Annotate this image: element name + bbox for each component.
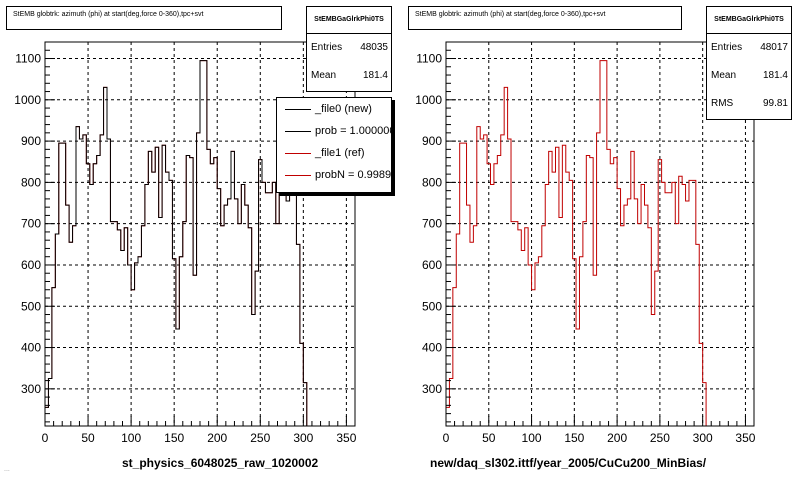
left-series-ref	[44, 60, 308, 426]
right-x-tick-label: 350	[735, 431, 755, 445]
right-y-tick-label: 900	[422, 134, 442, 148]
legend-line	[285, 153, 311, 154]
left-x-tick-label: 100	[121, 431, 141, 445]
right-y-tick-label: 300	[422, 382, 442, 396]
left-hist-title: StEMB globtrk: azimuth (phi) at start(de…	[13, 11, 204, 18]
left-x-title: st_physics_6048025_raw_1020002	[122, 456, 319, 470]
right-y-tick-label: 500	[422, 299, 442, 313]
legend-line	[285, 175, 311, 176]
left-y-tick-label: 500	[21, 299, 41, 313]
left-title-box: StEMB globtrk: azimuth (phi) at start(de…	[6, 6, 282, 30]
right-stats-name: StEMBGaGlrkPhi0TS	[707, 7, 791, 34]
right-x-tick-label: 250	[650, 431, 670, 445]
legend-entry-probn: probN = 0.998912	[277, 164, 391, 186]
legend-line	[285, 109, 311, 110]
footnote: ...	[4, 466, 10, 473]
legend-entry-file0: _file0 (new)	[277, 98, 391, 120]
left-y-tick-label: 700	[21, 217, 41, 231]
left-stats-name: StEMBGaGlrkPhi0TS	[307, 7, 391, 34]
left-y-tick-label: 1000	[14, 93, 41, 107]
right-y-tick-label: 600	[422, 258, 442, 272]
left-x-tick-label: 0	[42, 431, 49, 445]
left-x-tick-label: 250	[250, 431, 270, 445]
legend-entry-file1: _file1 (ref)	[277, 142, 391, 164]
left-y-tick-label: 800	[21, 175, 41, 189]
left-stats-box: StEMBGaGlrkPhi0TS Entries 48035 Mean 181…	[306, 6, 392, 92]
legend-line	[285, 131, 311, 132]
right-x-title: new/daq_sl302.ittf/year_2005/CuCu200_Min…	[430, 456, 707, 470]
right-stats-box: StEMBGaGlrkPhi0TS Entries 48017 Mean 181…	[706, 6, 792, 120]
left-x-tick-label: 350	[336, 431, 356, 445]
left-x-tick-label: 300	[293, 431, 313, 445]
right-stats-entries: Entries 48017	[711, 42, 788, 53]
right-series-ref	[445, 60, 707, 426]
right-x-tick-label: 300	[693, 431, 713, 445]
left-y-tick-label: 400	[21, 341, 41, 355]
left-series-new	[44, 60, 308, 426]
right-x-tick-label: 150	[564, 431, 584, 445]
right-stats-rms: RMS 99.81	[711, 98, 788, 109]
left-stats-entries: Entries 48035	[311, 42, 388, 53]
right-x-tick-label: 50	[482, 431, 496, 445]
legend-entry-prob: prob = 1.000000	[277, 120, 391, 142]
right-x-tick-label: 200	[607, 431, 627, 445]
left-y-tick-label: 600	[21, 258, 41, 272]
right-hist-title: StEMB globtrk: azimuth (phi) at start(de…	[415, 11, 606, 18]
right-x-tick-label: 100	[522, 431, 542, 445]
left-y-tick-label: 1100	[15, 52, 41, 66]
right-y-tick-label: 700	[422, 217, 442, 231]
left-y-tick-label: 900	[21, 134, 41, 148]
left-stats-mean: Mean 181.4	[311, 70, 388, 81]
right-x-tick-label: 0	[443, 431, 450, 445]
left-legend: _file0 (new) prob = 1.000000 _file1 (ref…	[276, 97, 392, 193]
right-y-tick-label: 800	[422, 175, 442, 189]
left-x-tick-label: 200	[207, 431, 227, 445]
right-title-box: StEMB globtrk: azimuth (phi) at start(de…	[408, 6, 682, 30]
left-y-tick-label: 300	[21, 382, 41, 396]
right-y-tick-label: 1100	[416, 52, 442, 66]
right-y-tick-label: 400	[422, 341, 442, 355]
left-x-tick-label: 150	[164, 431, 184, 445]
right-stats-mean: Mean 181.4	[711, 70, 788, 81]
right-y-tick-label: 1000	[415, 93, 442, 107]
left-x-tick-label: 50	[81, 431, 95, 445]
